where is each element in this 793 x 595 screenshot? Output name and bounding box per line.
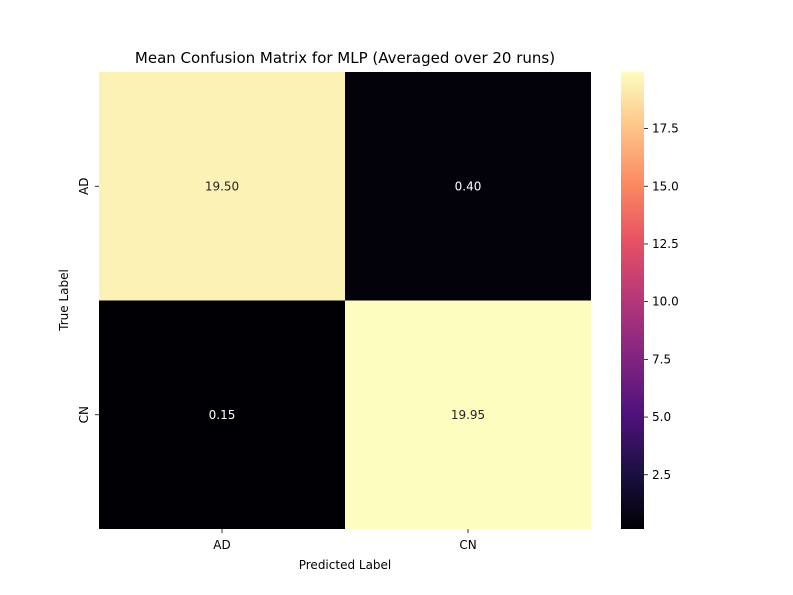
heatmap-cell-ad-ad <box>99 72 345 301</box>
heatmap-value-label: 0.40 <box>455 179 482 193</box>
y-axis: AD CN <box>77 178 99 423</box>
x-axis: AD CN <box>213 529 477 552</box>
x-tick-label: AD <box>213 538 230 552</box>
x-axis-label: Predicted Label <box>299 558 392 572</box>
colorbar-tick-label: 7.5 <box>652 352 671 366</box>
heatmap-cells <box>99 72 591 529</box>
colorbar-tick-label: 17.5 <box>652 122 679 136</box>
colorbar-ticks: 2.5 5.0 7.5 10.0 12.5 15.0 17.5 <box>644 122 679 482</box>
heatmap-value-label: 19.95 <box>451 408 485 422</box>
heatmap-value-label: 0.15 <box>209 408 236 422</box>
heatmap-cell-cn-cn <box>345 300 591 529</box>
colorbar-tick-label: 5.0 <box>652 410 671 424</box>
colorbar-tick-label: 15.0 <box>652 179 679 193</box>
heatmap-cell-ad-cn <box>345 72 591 301</box>
y-axis-label: True Label <box>57 269 71 332</box>
colorbar-tick-label: 10.0 <box>652 295 679 309</box>
chart-title: Mean Confusion Matrix for MLP (Averaged … <box>135 49 555 67</box>
heatmap-value-label: 19.50 <box>205 179 239 193</box>
heatmap-cell-cn-ad <box>99 300 345 529</box>
colorbar-tick-label: 2.5 <box>652 468 671 482</box>
x-tick-label: CN <box>459 538 476 552</box>
y-tick-label: CN <box>77 406 91 423</box>
colorbar-tick-label: 12.5 <box>652 237 679 251</box>
colorbar <box>621 72 644 529</box>
heatmap-cell-labels: 19.50 0.40 0.15 19.95 <box>205 179 485 422</box>
y-tick-label: AD <box>77 178 91 195</box>
